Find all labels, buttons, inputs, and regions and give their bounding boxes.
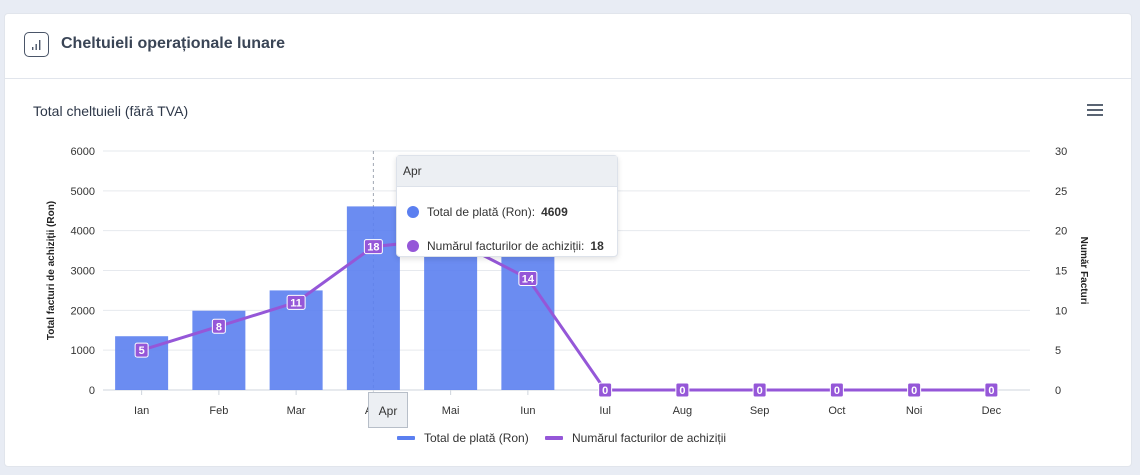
tooltip-dot-icon [407, 206, 419, 218]
data-label: 14 [522, 273, 535, 285]
y2-axis-title: Număr Facturi [1078, 237, 1089, 305]
y2-tick-label: 30 [1055, 146, 1067, 158]
y2-tick-label: 20 [1055, 226, 1067, 238]
x-tick-label: Noi [906, 405, 923, 417]
x-tick-label: Oct [828, 405, 845, 417]
data-label: 18 [367, 242, 379, 254]
card-title: Cheltuieli operaționale lunare [61, 35, 286, 52]
y2-tick-label: 0 [1055, 385, 1061, 397]
y2-tick-label: 10 [1055, 305, 1067, 317]
legend-label: Total de plată (Ron) [424, 431, 529, 445]
tooltip-row-count: Numărul facturilor de achiziții: 18 [407, 238, 604, 254]
data-label: 0 [679, 385, 685, 397]
data-label: 0 [988, 385, 994, 397]
x-tick-label: Mai [442, 405, 460, 417]
data-label: 0 [834, 385, 840, 397]
y2-tick-label: 5 [1055, 345, 1061, 357]
data-label: 8 [216, 321, 222, 333]
data-label-box [675, 382, 690, 398]
x-tick-label: Ian [134, 405, 149, 417]
data-label-box [984, 382, 999, 398]
bar [346, 206, 400, 390]
x-tick-label: Dec [982, 405, 1002, 417]
legend-marker-icon [397, 436, 415, 440]
data-label: 0 [911, 385, 917, 397]
tooltip-dot-icon [407, 240, 419, 252]
card-header: Cheltuieli operaționale lunare [5, 14, 1131, 79]
data-label-box [907, 382, 922, 398]
legend-marker-icon [545, 436, 563, 440]
x-tick-label: Iun [520, 405, 535, 417]
tooltip-label: Numărul facturilor de achiziții: [427, 239, 585, 253]
data-label-box [518, 270, 538, 286]
chart-legend: Total de plată (Ron) Numărul facturilor … [5, 431, 1133, 447]
legend-label: Numărul facturilor de achiziții [572, 431, 727, 445]
legend-item-count[interactable]: Numărul facturilor de achiziții [545, 431, 726, 445]
tooltip-value: 18 [590, 239, 604, 253]
tooltip-row-total: Total de plată (Ron): 4609 [407, 204, 568, 220]
combo-chart: 0100020003000400050006000051015202530Tot… [46, 146, 1089, 417]
y2-tick-label: 15 [1055, 266, 1067, 278]
data-label: 0 [602, 385, 608, 397]
legend-item-total[interactable]: Total de plată (Ron) [397, 431, 529, 445]
data-label-box [752, 382, 767, 398]
y-tick-label: 3000 [71, 266, 95, 278]
chart-card: Cheltuieli operaționale lunare Total che… [4, 13, 1132, 467]
y-tick-label: 1000 [71, 345, 95, 357]
data-label-box [598, 382, 613, 398]
x-tick-label: Aug [673, 405, 693, 417]
y-tick-label: 0 [89, 385, 95, 397]
x-tick-label: Mar [287, 405, 306, 417]
tooltip-title: Apr [397, 156, 617, 187]
y-tick-label: 4000 [71, 226, 95, 238]
x-tick-label: Iul [599, 405, 611, 417]
tooltip-label: Total de plată (Ron): [427, 205, 536, 219]
y-axis-title: Total facturi de achiziții (Ron) [46, 201, 57, 340]
chart-tooltip: Apr Total de plată (Ron): 4609 Numărul fa… [396, 155, 618, 257]
x-axis-tooltip: Apr [368, 392, 408, 428]
y-tick-label: 5000 [71, 186, 95, 198]
hamburger-menu-icon[interactable] [1087, 103, 1105, 117]
data-label-box [363, 239, 383, 255]
x-tick-label: Sep [750, 405, 770, 417]
bar-chart-icon [24, 32, 49, 57]
data-label: 5 [139, 345, 145, 357]
y-tick-label: 6000 [71, 146, 95, 158]
data-label: 0 [757, 385, 763, 397]
data-label: 11 [290, 297, 302, 309]
y2-tick-label: 25 [1055, 186, 1067, 198]
data-label-box [211, 318, 226, 334]
y-tick-label: 2000 [71, 305, 95, 317]
line-series [141, 237, 992, 392]
data-label-box [134, 342, 149, 358]
data-label-box [286, 294, 306, 310]
tooltip-value: 4609 [541, 205, 568, 219]
data-label-box [829, 382, 844, 398]
chart-title: Total cheltuieli (fără TVA) [33, 103, 189, 119]
x-tick-label: Feb [209, 405, 228, 417]
